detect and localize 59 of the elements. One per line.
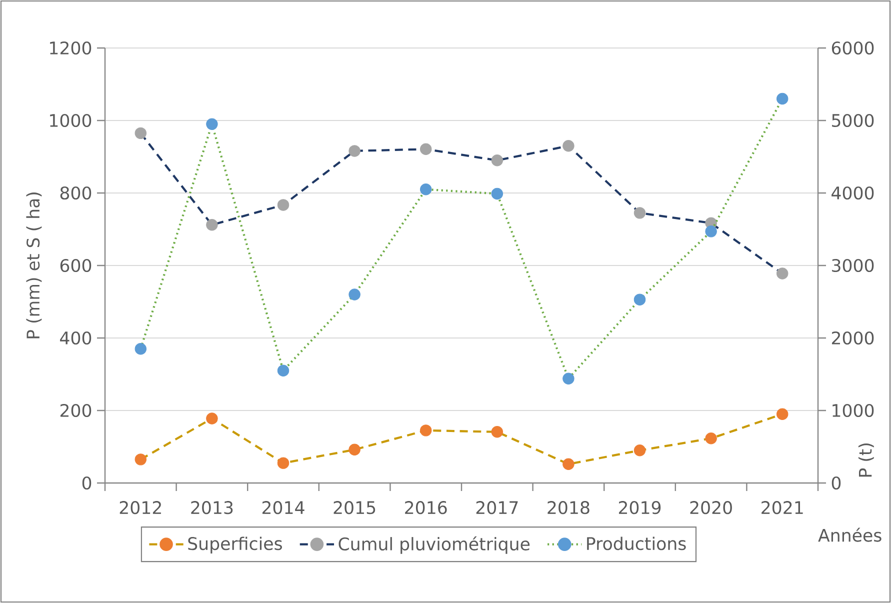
- point: [420, 184, 432, 196]
- x-tick-label: 2020: [690, 501, 732, 514]
- point: [562, 372, 574, 384]
- point: [776, 268, 788, 280]
- point: [705, 226, 717, 238]
- point: [206, 118, 218, 130]
- point: [562, 458, 574, 470]
- y2-tick-label: 1000: [832, 404, 874, 418]
- point: [562, 140, 574, 152]
- point: [634, 294, 646, 306]
- point: [348, 288, 360, 300]
- legend-label: Cumul pluviométrique: [338, 536, 530, 554]
- point: [134, 343, 147, 355]
- y2-tick-label: 4000: [832, 186, 874, 200]
- point: [277, 199, 290, 211]
- point: [776, 92, 788, 105]
- y-axis-title: P (mm) et S ( ha): [26, 192, 42, 338]
- y2-tick-label: 2000: [832, 331, 874, 345]
- x-tick-label: 2016: [405, 501, 447, 514]
- point: [277, 364, 290, 376]
- y-tick-label: 800: [60, 186, 92, 200]
- point: [776, 408, 788, 420]
- x-tick-label: 2017: [476, 501, 518, 514]
- point: [491, 154, 504, 166]
- legend-label: Productions: [587, 536, 686, 550]
- point: [705, 432, 717, 444]
- y-tick-label: 0: [82, 476, 92, 490]
- point: [634, 207, 646, 219]
- point: [348, 145, 360, 157]
- y-tick-label: 600: [60, 258, 92, 272]
- x-tick-label: 2013: [191, 501, 233, 514]
- point: [206, 412, 218, 424]
- y-tick-label: 1200: [50, 41, 92, 55]
- y-tick-label: 1000: [50, 114, 92, 128]
- legend-label: Superficies: [188, 536, 282, 554]
- y2-axis-title: P (t): [858, 444, 874, 477]
- x-axis-title: Années: [818, 528, 882, 542]
- point: [491, 426, 504, 438]
- x-tick-label: 2021: [762, 501, 803, 514]
- point: [420, 143, 432, 156]
- x-tick-label: 2019: [618, 501, 661, 514]
- x-tick-label: 2014: [262, 501, 304, 514]
- point: [134, 454, 147, 466]
- x-tick-label: 2015: [334, 501, 376, 514]
- y-tick-label: 400: [60, 331, 92, 345]
- point: [134, 127, 147, 140]
- point: [348, 444, 360, 456]
- x-tick-label: 2012: [120, 501, 161, 514]
- point: [206, 219, 218, 231]
- y2-tick-label: 3000: [832, 258, 874, 272]
- y2-tick-label: 6000: [832, 41, 874, 55]
- y-tick-label: 200: [60, 404, 92, 418]
- y2-tick-label: 0: [832, 476, 841, 490]
- x-tick-label: 2018: [548, 501, 590, 514]
- y2-tick-label: 5000: [832, 114, 874, 128]
- point: [277, 457, 290, 469]
- point: [491, 188, 504, 200]
- point: [420, 424, 432, 436]
- point: [634, 444, 646, 456]
